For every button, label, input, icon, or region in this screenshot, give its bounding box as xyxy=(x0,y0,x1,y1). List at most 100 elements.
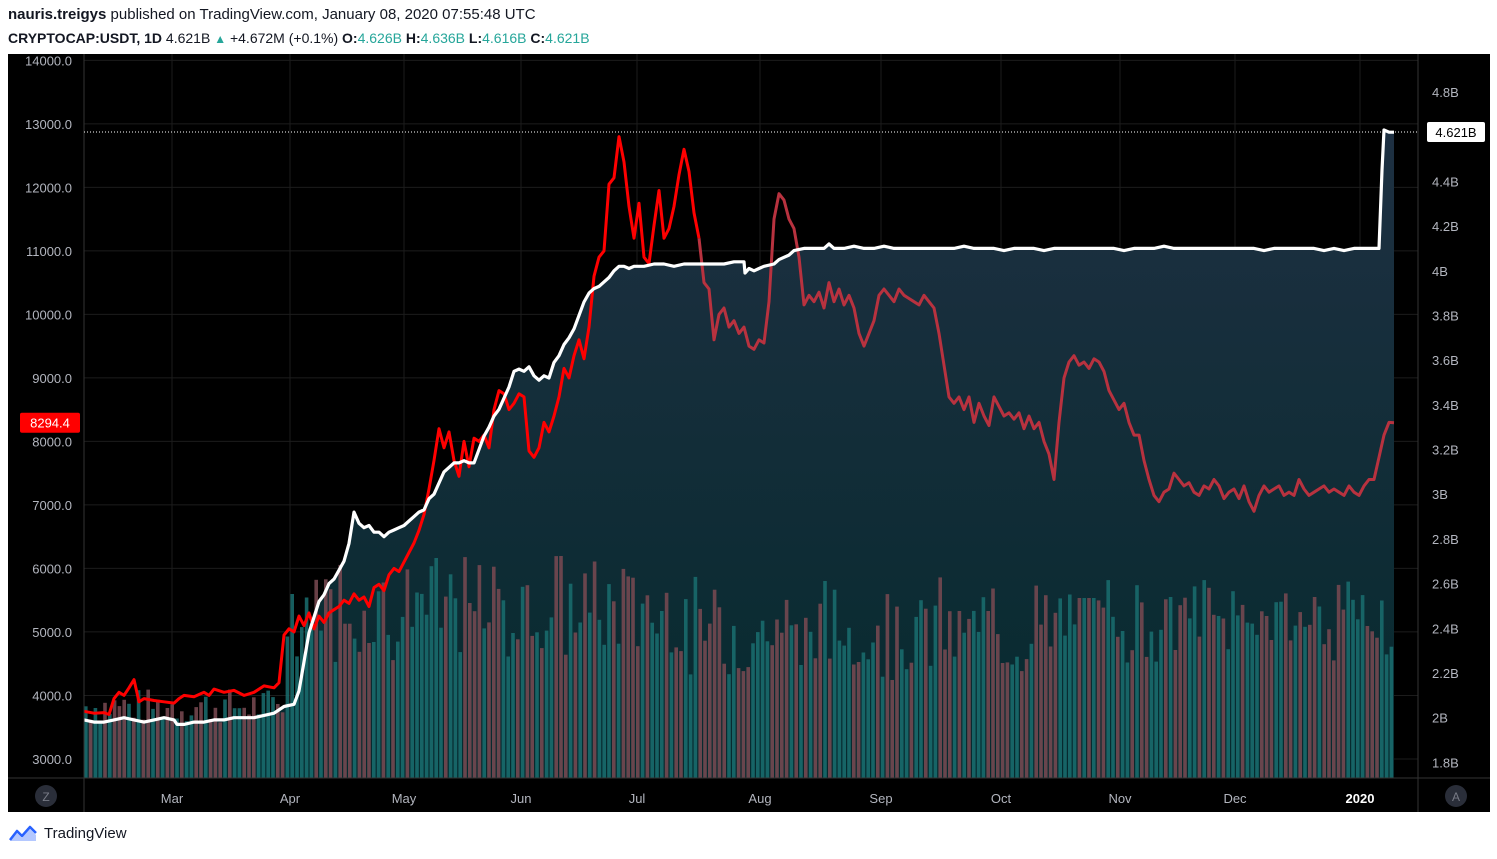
volume-bar xyxy=(506,656,510,778)
volume-bar xyxy=(861,652,866,778)
volume-bar xyxy=(247,714,251,778)
volume-bar xyxy=(679,651,683,778)
left-tick-label: 9000.0 xyxy=(32,371,72,386)
volume-bar xyxy=(1226,649,1230,778)
volume-bar xyxy=(804,617,808,778)
volume-bar xyxy=(261,693,266,778)
volume-bar xyxy=(1164,599,1168,778)
btc-price-line xyxy=(83,135,701,716)
volume-bar xyxy=(1005,662,1010,778)
left-tick-label: 3000.0 xyxy=(32,752,72,767)
volume-bar xyxy=(727,674,731,778)
volume-bar xyxy=(170,704,174,778)
volume-bar xyxy=(352,638,357,778)
volume-bar xyxy=(319,630,323,778)
volume-bar xyxy=(871,642,875,778)
volume-bar xyxy=(789,625,794,778)
volume-bar xyxy=(712,589,717,778)
ohlc-legend: CRYPTOCAP:USDT, 1D 4.621B ▲ +4.672M (+0.… xyxy=(8,30,590,46)
x-tick-label: 2020 xyxy=(1346,791,1375,806)
volume-bar xyxy=(1351,599,1355,778)
volume-bar xyxy=(1346,581,1350,778)
volume-bar xyxy=(924,608,928,778)
right-tick-label: 4.2B xyxy=(1432,219,1459,234)
volume-bar xyxy=(415,592,419,778)
volume-bar xyxy=(1087,598,1091,778)
volume-bar xyxy=(348,623,352,778)
volume-bar xyxy=(1063,635,1067,778)
volume-bar xyxy=(708,623,712,778)
volume-bar xyxy=(583,573,587,778)
left-tick-label: 10000.0 xyxy=(25,307,72,322)
volume-bar xyxy=(165,708,170,778)
volume-bar xyxy=(468,603,472,778)
volume-bar xyxy=(271,697,275,778)
volume-bar xyxy=(103,702,107,778)
volume-bar xyxy=(808,631,813,778)
volume-bar xyxy=(487,622,491,778)
volume-bar xyxy=(429,566,434,778)
volume-bar xyxy=(453,598,458,778)
volume-bar xyxy=(424,614,429,778)
volume-bar xyxy=(823,581,827,778)
volume-bar xyxy=(1207,587,1211,778)
volume-bar xyxy=(674,647,678,778)
volume-bar xyxy=(1168,597,1173,778)
volume-bar xyxy=(1149,631,1154,778)
low-label: L: xyxy=(468,30,483,46)
volume-bar xyxy=(343,623,347,778)
price-chart[interactable]: 14000.0 13000.0 12000.0 11000.0 10000.0 9000.… xyxy=(8,53,1490,812)
volume-bar xyxy=(1039,624,1043,778)
volume-bar xyxy=(1010,664,1014,778)
volume-bar xyxy=(439,627,443,778)
volume-bar xyxy=(242,707,246,778)
published-text: published on TradingView.com, January 08… xyxy=(110,6,536,23)
volume-bar xyxy=(631,577,635,778)
last-value: 4.621B xyxy=(165,30,211,46)
volume-bar xyxy=(386,634,390,778)
volume-bar xyxy=(1020,671,1024,778)
volume-bar xyxy=(1015,656,1019,778)
volume-bar xyxy=(650,622,654,778)
right-tick-label: 4B xyxy=(1432,264,1448,279)
chart-container[interactable]: 14000.0 13000.0 12000.0 11000.0 10000.0 9000.… xyxy=(8,53,1490,812)
volume-bar xyxy=(914,616,918,778)
volume-bar xyxy=(362,610,366,778)
volume-bar xyxy=(760,620,765,778)
author-name[interactable]: nauris.treigys xyxy=(8,6,107,23)
right-last-label: 4.621B xyxy=(1435,125,1476,140)
volume-bar xyxy=(597,619,602,778)
volume-bar xyxy=(338,564,342,778)
volume-bar xyxy=(252,697,256,778)
publish-line: nauris.treigys published on TradingView.… xyxy=(8,6,536,23)
volume-bar xyxy=(117,706,122,778)
volume-bar xyxy=(1120,631,1125,778)
volume-bar xyxy=(938,577,942,778)
volume-bar xyxy=(127,703,131,778)
volume-bar xyxy=(132,717,136,778)
volume-bar xyxy=(266,690,270,778)
volume-bar xyxy=(578,622,582,778)
volume-bar xyxy=(530,635,534,778)
volume-bar xyxy=(328,589,333,778)
volume-bar xyxy=(640,603,645,778)
volume-bar xyxy=(290,594,294,778)
volume-bar xyxy=(1024,659,1029,778)
footer-brand-label: TradingView xyxy=(44,824,127,842)
volume-bar xyxy=(112,700,117,778)
volume-bar xyxy=(1053,612,1058,778)
volume-bar xyxy=(496,588,501,778)
footer-brand[interactable]: TradingView xyxy=(8,824,127,842)
volume-bar xyxy=(1293,625,1298,778)
volume-bar xyxy=(554,556,558,778)
volume-bar xyxy=(1317,606,1322,778)
volume-bar xyxy=(1029,643,1034,778)
x-tick-label: Mar xyxy=(161,791,184,806)
volume-bar xyxy=(1303,626,1307,778)
volume-bar xyxy=(991,588,995,778)
volume-bar xyxy=(1255,634,1259,778)
volume-bar xyxy=(540,648,544,778)
volume-bar xyxy=(295,656,299,778)
volume-bar xyxy=(477,565,482,778)
usdt-marketcap-line xyxy=(83,128,1394,726)
